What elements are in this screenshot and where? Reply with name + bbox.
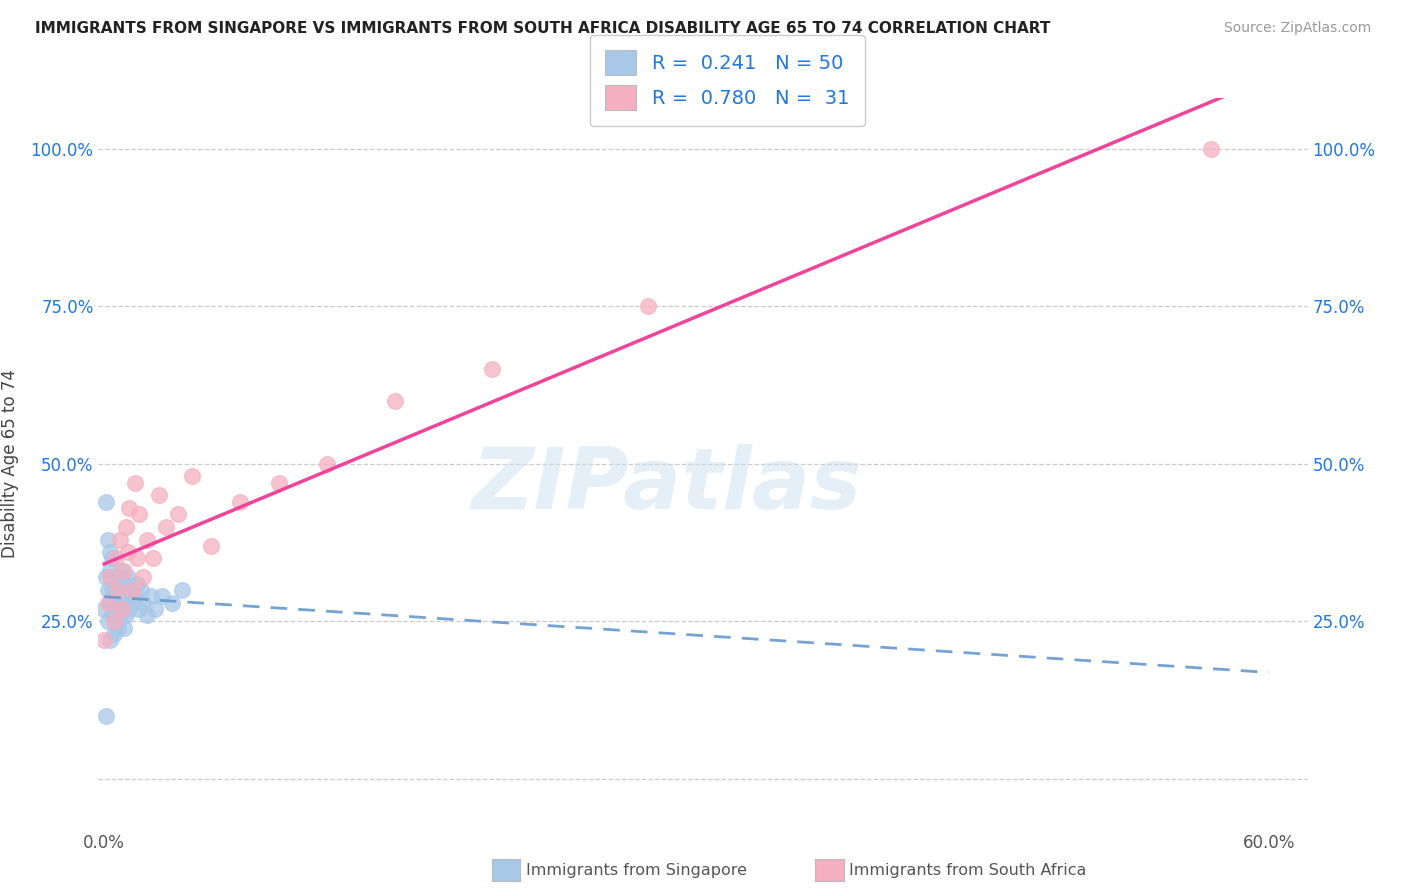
Point — [316, 457, 339, 471]
Point — [103, 627, 125, 641]
Point — [97, 582, 120, 597]
Point — [155, 520, 177, 534]
Point — [103, 570, 125, 584]
Point — [98, 596, 121, 610]
Point — [104, 551, 127, 566]
Point — [136, 608, 159, 623]
Point — [117, 596, 139, 610]
Point — [107, 582, 129, 597]
Point — [93, 602, 115, 616]
Point — [111, 596, 134, 610]
Point — [122, 582, 145, 597]
Point — [132, 596, 155, 610]
Point — [127, 576, 149, 591]
Point — [101, 551, 124, 566]
Point — [152, 589, 174, 603]
Point — [107, 602, 129, 616]
Point — [114, 608, 136, 623]
Point — [139, 589, 162, 603]
Point — [98, 633, 121, 648]
Point — [229, 494, 252, 508]
Point — [129, 582, 152, 597]
Point — [384, 393, 406, 408]
Point — [93, 633, 115, 648]
Point — [160, 596, 183, 610]
Point — [132, 570, 155, 584]
Point — [103, 589, 125, 603]
Point — [104, 576, 127, 591]
Point — [124, 475, 146, 490]
Point — [637, 299, 659, 313]
Point — [142, 551, 165, 566]
Point — [111, 602, 134, 616]
Point — [127, 551, 149, 566]
Point — [180, 469, 202, 483]
Point — [98, 545, 121, 559]
Point — [114, 520, 136, 534]
Point — [97, 615, 120, 629]
Point — [148, 488, 170, 502]
Y-axis label: Disability Age 65 to 74: Disability Age 65 to 74 — [1, 369, 20, 558]
Point — [104, 596, 127, 610]
Point — [143, 602, 166, 616]
Point — [101, 608, 124, 623]
Point — [114, 589, 136, 603]
Point — [107, 621, 129, 635]
Point — [124, 589, 146, 603]
Point — [117, 545, 139, 559]
Point — [120, 582, 142, 597]
Point — [103, 602, 125, 616]
Point — [200, 539, 222, 553]
Point — [107, 582, 129, 597]
Point — [128, 602, 150, 616]
Text: ZIPatlas: ZIPatlas — [471, 444, 862, 527]
Point — [108, 570, 131, 584]
Point — [128, 508, 150, 522]
Point — [1199, 142, 1222, 156]
Point — [167, 508, 190, 522]
Point — [267, 475, 290, 490]
Point — [96, 709, 118, 723]
Point — [97, 596, 120, 610]
Text: Immigrants from Singapore: Immigrants from Singapore — [526, 863, 747, 878]
Point — [108, 589, 131, 603]
Point — [108, 608, 131, 623]
Point — [481, 362, 503, 376]
Point — [112, 621, 135, 635]
Point — [104, 615, 127, 629]
Point — [170, 582, 193, 597]
Point — [97, 533, 120, 547]
Point — [122, 596, 145, 610]
Point — [118, 602, 141, 616]
Point — [96, 570, 118, 584]
Text: Source: ZipAtlas.com: Source: ZipAtlas.com — [1223, 21, 1371, 36]
Point — [112, 564, 135, 578]
Point — [117, 570, 139, 584]
Point — [98, 564, 121, 578]
Point — [111, 564, 134, 578]
Text: Immigrants from South Africa: Immigrants from South Africa — [849, 863, 1087, 878]
Point — [118, 500, 141, 515]
Point — [101, 582, 124, 597]
Point — [112, 602, 135, 616]
Point — [136, 533, 159, 547]
Point — [96, 494, 118, 508]
Text: IMMIGRANTS FROM SINGAPORE VS IMMIGRANTS FROM SOUTH AFRICA DISABILITY AGE 65 TO 7: IMMIGRANTS FROM SINGAPORE VS IMMIGRANTS … — [35, 21, 1050, 37]
Legend: R =  0.241   N = 50, R =  0.780   N =  31: R = 0.241 N = 50, R = 0.780 N = 31 — [589, 35, 865, 126]
Point — [98, 570, 121, 584]
Point — [108, 533, 131, 547]
Point — [112, 576, 135, 591]
Point — [103, 615, 125, 629]
